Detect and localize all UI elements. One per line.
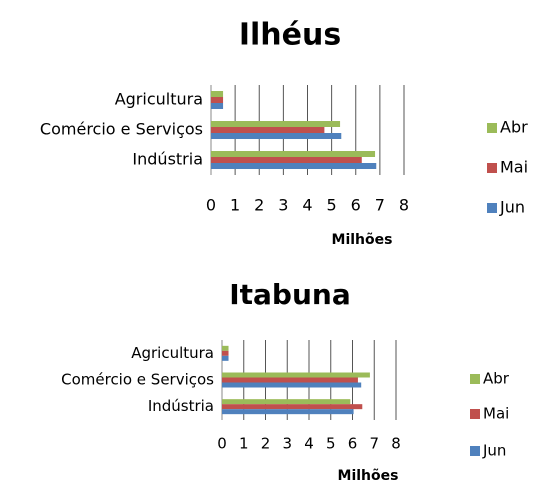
x-tick-label: 7 — [369, 435, 379, 453]
legend-label: Mai — [483, 405, 509, 423]
legend-label: Abr — [500, 118, 528, 137]
bar — [211, 121, 341, 127]
bar — [211, 151, 376, 157]
x-tick-label: 0 — [206, 196, 216, 215]
x-tick-label: 8 — [399, 196, 409, 215]
bar — [222, 372, 370, 378]
x-tick-label: 5 — [326, 435, 336, 453]
chart-title: Ilhéus — [239, 18, 341, 53]
y-tick-label: Agricultura — [131, 344, 214, 362]
legend-label: Jun — [499, 198, 525, 217]
x-tick-label: 2 — [261, 435, 271, 453]
legend-swatch — [470, 409, 480, 419]
x-tick-label: 4 — [304, 435, 314, 453]
legend-swatch — [470, 374, 480, 384]
legend-swatch — [470, 446, 480, 456]
legend-swatch — [487, 203, 497, 213]
legend-label: Jun — [482, 442, 506, 460]
y-tick-label: Indústria — [132, 150, 203, 169]
bar — [222, 345, 229, 351]
x-tick-label: 1 — [230, 196, 240, 215]
x-tick-label: 1 — [239, 435, 249, 453]
bar — [222, 409, 354, 415]
y-tick-label: Indústria — [148, 397, 214, 415]
bar — [222, 350, 229, 356]
y-tick-label: Comércio e Serviços — [61, 371, 214, 389]
bar — [211, 97, 224, 103]
bar — [222, 382, 362, 388]
x-axis-label: Milhões — [338, 468, 399, 484]
legend-swatch — [487, 123, 497, 133]
y-tick-label: Comércio e Serviços — [40, 120, 203, 139]
legend-swatch — [487, 163, 497, 173]
bar — [211, 157, 362, 163]
x-tick-label: 3 — [282, 435, 292, 453]
bar — [222, 399, 351, 405]
bar — [222, 355, 229, 361]
x-tick-label: 8 — [391, 435, 401, 453]
bar — [211, 91, 224, 97]
bar — [222, 377, 358, 383]
x-tick-label: 0 — [217, 435, 227, 453]
legend-label: Abr — [483, 370, 510, 388]
x-tick-label: 6 — [348, 435, 358, 453]
legend-label: Mai — [500, 158, 528, 177]
x-axis-label: Milhões — [332, 232, 393, 248]
x-tick-label: 4 — [302, 196, 312, 215]
x-tick-label: 7 — [375, 196, 385, 215]
bar — [211, 163, 377, 169]
x-tick-label: 2 — [254, 196, 264, 215]
bar — [211, 103, 224, 109]
x-tick-label: 3 — [278, 196, 288, 215]
bar — [222, 404, 363, 410]
chart-title: Itabuna — [229, 278, 351, 311]
bar — [211, 127, 325, 133]
x-tick-label: 6 — [351, 196, 361, 215]
x-tick-label: 5 — [327, 196, 337, 215]
bar — [211, 133, 342, 139]
y-tick-label: Agricultura — [115, 90, 203, 109]
